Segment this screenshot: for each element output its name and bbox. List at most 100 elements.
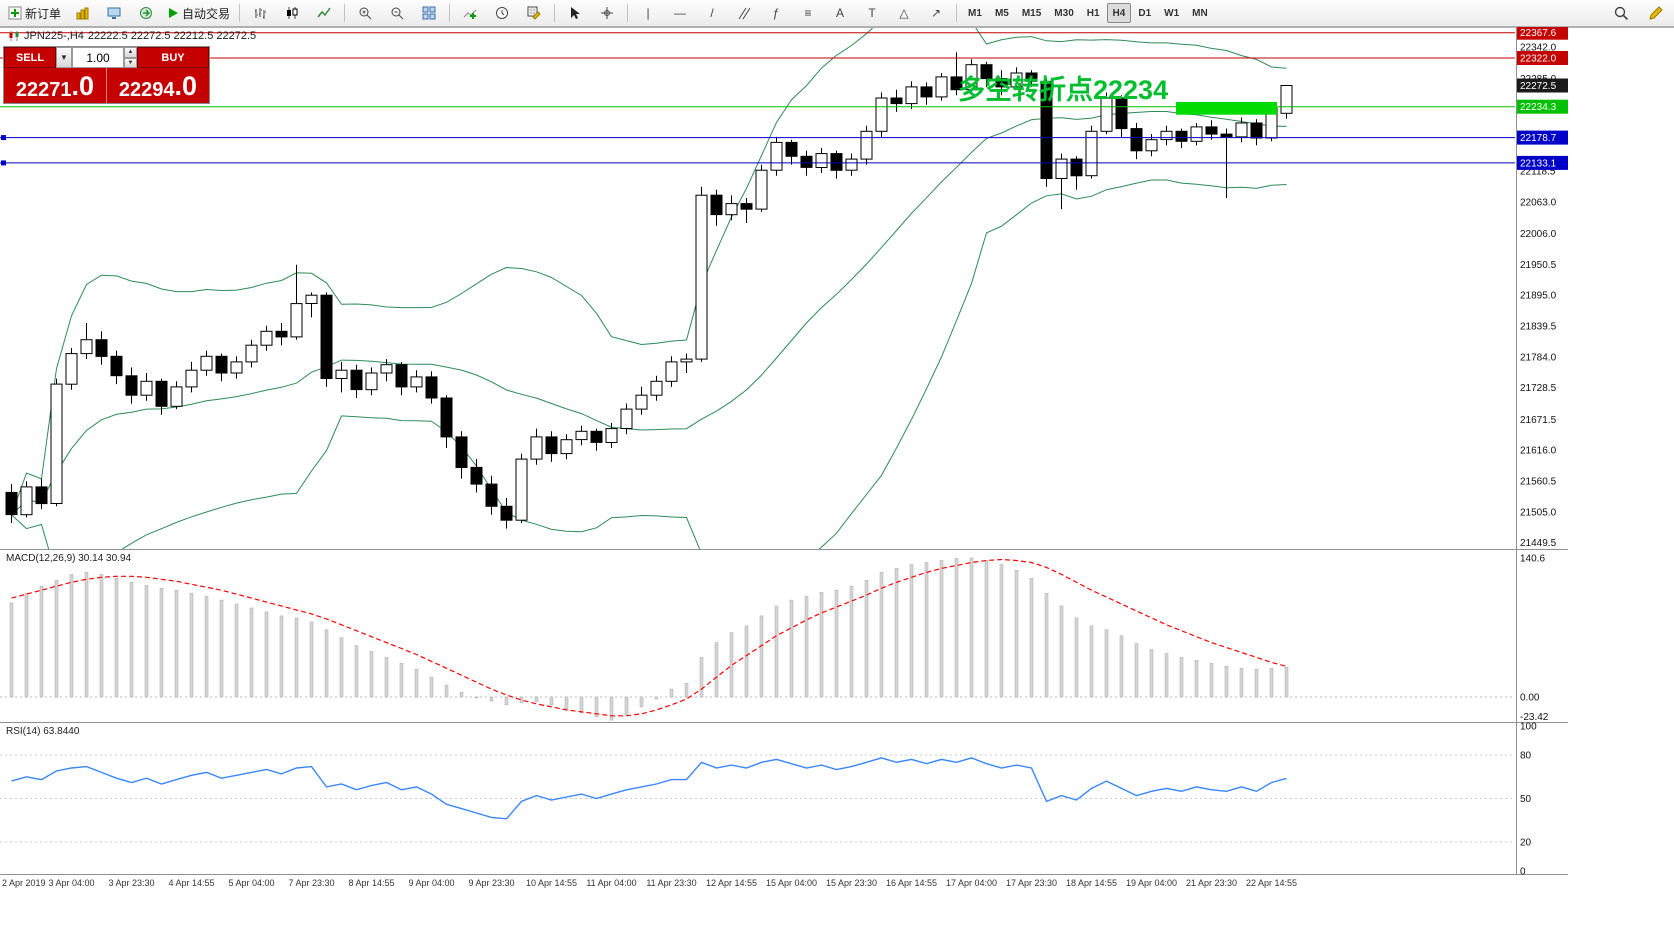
candle-body — [80, 339, 93, 355]
cursor-button[interactable] — [560, 1, 590, 25]
time-axis-label: 9 Apr 04:00 — [408, 878, 454, 888]
buy-price[interactable]: 22294 .0 — [106, 68, 209, 103]
templates-button[interactable] — [519, 1, 549, 25]
candle-body — [290, 303, 303, 338]
autotrading-button[interactable]: 自动交易 — [163, 1, 234, 25]
price-line-handle[interactable] — [1, 135, 6, 141]
candle-body — [425, 376, 438, 399]
new-order-icon — [8, 6, 22, 20]
timeframe-M1[interactable]: M1 — [968, 7, 982, 19]
candlestick-chart-button[interactable] — [277, 1, 307, 25]
new-order-button[interactable]: 新订单 — [4, 1, 65, 25]
vertical-line-tool-button[interactable]: | — [633, 1, 663, 25]
horizontal-line-icon: — — [674, 6, 687, 20]
macd-bar — [249, 607, 254, 698]
candle-body — [680, 358, 693, 363]
time-axis-label: 2 Apr 2019 — [2, 878, 46, 888]
timeframe-D1[interactable]: D1 — [1138, 7, 1152, 19]
candle-body — [470, 466, 483, 485]
price-badge-label: 22133.1 — [1520, 158, 1557, 169]
channel-tool-button[interactable] — [729, 1, 759, 25]
text-label-tool-button[interactable]: T — [857, 1, 887, 25]
search-button[interactable] — [1606, 1, 1636, 25]
candle-body — [605, 428, 618, 444]
macd-bar — [564, 696, 569, 710]
crosshair-button[interactable] — [592, 1, 622, 25]
price-axis-tick: 21895.0 — [1520, 291, 1557, 302]
candle-body — [20, 486, 33, 516]
candle-body — [215, 355, 228, 374]
time-axis-label: 17 Apr 23:30 — [1006, 878, 1057, 888]
indicators-button[interactable] — [455, 1, 485, 25]
macd-bar — [99, 574, 104, 698]
candle-body — [590, 430, 603, 443]
bar-chart-button[interactable] — [245, 1, 275, 25]
periods-button[interactable] — [487, 1, 517, 25]
candle-body — [665, 361, 678, 382]
line-chart-icon — [317, 7, 331, 18]
candle-body — [140, 380, 153, 396]
sell-price[interactable]: 22271 .0 — [4, 68, 106, 103]
buy-button[interactable]: BUY — [137, 47, 209, 68]
market-watch-button[interactable] — [99, 1, 129, 25]
macd-bar — [24, 592, 29, 698]
macd-bar — [1089, 625, 1094, 698]
candle-body — [845, 158, 858, 171]
macd-bar — [414, 669, 419, 698]
volume-dropdown-button[interactable]: ▼ — [56, 47, 72, 68]
timeframe-M30[interactable]: M30 — [1054, 7, 1074, 19]
navigator-button[interactable] — [131, 1, 161, 25]
arrows-tool-button[interactable]: ↗ — [921, 1, 951, 25]
toolbar-right-group — [1606, 1, 1670, 25]
candlestick-chart-icon — [287, 7, 298, 19]
toolbar-separator — [239, 4, 241, 22]
macd-bar — [1149, 649, 1154, 698]
sell-button[interactable]: SELL — [4, 47, 56, 68]
candle-body — [650, 380, 663, 396]
timeframe-H1[interactable]: H1 — [1086, 7, 1100, 19]
candle-body — [560, 439, 573, 455]
price-badge — [1517, 99, 1568, 114]
horizontal-line-tool-button[interactable]: — — [665, 1, 695, 25]
trendline-tool-button[interactable]: / — [697, 1, 727, 25]
macd-bar — [264, 611, 269, 698]
price-line-handle[interactable] — [1, 160, 6, 166]
candle-body — [575, 430, 588, 441]
timeframe-W1[interactable]: W1 — [1164, 7, 1180, 19]
text-tool-button[interactable]: A — [825, 1, 855, 25]
candle-body — [1205, 126, 1218, 135]
candle-body — [1160, 130, 1173, 141]
candle-body — [95, 339, 108, 357]
timeframe-H4[interactable]: H4 — [1106, 3, 1132, 23]
tile-windows-button[interactable] — [414, 1, 444, 25]
edit-button[interactable] — [1640, 1, 1670, 25]
timeframe-M15[interactable]: M15 — [1021, 7, 1042, 19]
zoom-in-button[interactable] — [350, 1, 380, 25]
zoom-out-button[interactable] — [382, 1, 412, 25]
time-axis-label: 11 Apr 23:30 — [646, 878, 696, 888]
timeframe-MN[interactable]: MN — [1192, 7, 1208, 19]
timeframe-M5[interactable]: M5 — [994, 7, 1009, 19]
macd-bar — [579, 696, 584, 714]
fibonacci-tool-button[interactable]: ƒ — [761, 1, 791, 25]
price-axis-tick: 21839.5 — [1520, 322, 1557, 333]
volume-increment-button[interactable]: ▲ — [124, 47, 137, 58]
equidistant-levels-button[interactable]: ≡ — [793, 1, 823, 25]
macd-bar — [399, 663, 404, 698]
volume-decrement-button[interactable]: ▼ — [124, 57, 137, 68]
time-axis-label: 11 Apr 04:00 — [586, 878, 636, 888]
vertical-line-icon: | — [646, 6, 650, 20]
macd-bar — [1029, 578, 1034, 698]
candle-body — [245, 344, 258, 363]
chart-annotation-text[interactable]: 多空转折点22234 — [958, 75, 1169, 105]
shapes-tool-button[interactable]: △ — [889, 1, 919, 25]
volume-input[interactable] — [72, 47, 124, 68]
highlight-zone-rectangle[interactable] — [1176, 101, 1277, 115]
macd-bar — [9, 602, 14, 698]
macd-bar — [129, 582, 134, 698]
candle-body — [1010, 72, 1023, 88]
chart-profiles-button[interactable] — [67, 1, 97, 25]
candle-body — [620, 408, 633, 430]
line-chart-button[interactable] — [309, 1, 339, 25]
